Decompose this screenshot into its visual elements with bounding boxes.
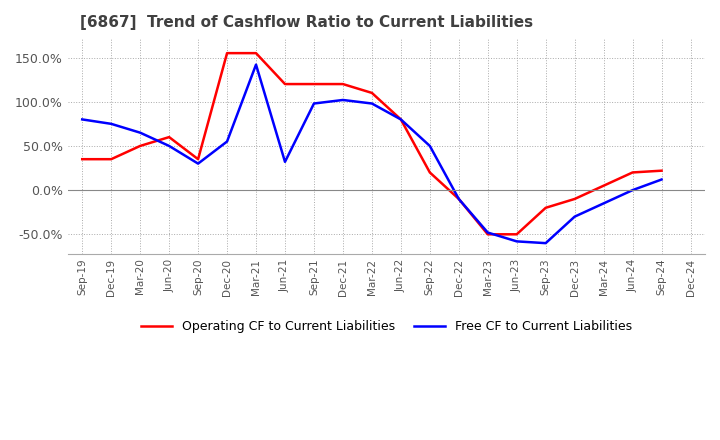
Operating CF to Current Liabilities — [454, 196, 463, 202]
Operating CF to Current Liabilities — [136, 143, 145, 149]
Operating CF to Current Liabilities — [338, 81, 347, 87]
Line: Operating CF to Current Liabilities: Operating CF to Current Liabilities — [82, 53, 662, 235]
Free CF to Current Liabilities — [136, 130, 145, 136]
Free CF to Current Liabilities — [222, 139, 231, 144]
Free CF to Current Liabilities — [629, 187, 637, 193]
Free CF to Current Liabilities — [281, 159, 289, 165]
Operating CF to Current Liabilities — [194, 157, 202, 162]
Free CF to Current Liabilities — [252, 62, 261, 67]
Operating CF to Current Liabilities — [107, 157, 115, 162]
Free CF to Current Liabilities — [78, 117, 86, 122]
Free CF to Current Liabilities — [599, 201, 608, 206]
Operating CF to Current Liabilities — [629, 170, 637, 175]
Operating CF to Current Liabilities — [281, 81, 289, 87]
Operating CF to Current Liabilities — [222, 51, 231, 56]
Text: [6867]  Trend of Cashflow Ratio to Current Liabilities: [6867] Trend of Cashflow Ratio to Curren… — [81, 15, 534, 30]
Operating CF to Current Liabilities — [397, 117, 405, 122]
Operating CF to Current Liabilities — [599, 183, 608, 188]
Operating CF to Current Liabilities — [252, 51, 261, 56]
Free CF to Current Liabilities — [338, 97, 347, 103]
Operating CF to Current Liabilities — [78, 157, 86, 162]
Operating CF to Current Liabilities — [165, 135, 174, 140]
Free CF to Current Liabilities — [165, 143, 174, 149]
Free CF to Current Liabilities — [454, 196, 463, 202]
Operating CF to Current Liabilities — [426, 170, 434, 175]
Free CF to Current Liabilities — [513, 239, 521, 244]
Free CF to Current Liabilities — [397, 117, 405, 122]
Operating CF to Current Liabilities — [368, 90, 377, 95]
Operating CF to Current Liabilities — [513, 232, 521, 237]
Free CF to Current Liabilities — [570, 214, 579, 219]
Legend: Operating CF to Current Liabilities, Free CF to Current Liabilities: Operating CF to Current Liabilities, Fre… — [135, 315, 637, 338]
Operating CF to Current Liabilities — [657, 168, 666, 173]
Free CF to Current Liabilities — [541, 241, 550, 246]
Free CF to Current Liabilities — [657, 177, 666, 182]
Free CF to Current Liabilities — [426, 143, 434, 149]
Free CF to Current Liabilities — [483, 230, 492, 235]
Free CF to Current Liabilities — [194, 161, 202, 166]
Operating CF to Current Liabilities — [310, 81, 318, 87]
Free CF to Current Liabilities — [107, 121, 115, 126]
Operating CF to Current Liabilities — [541, 205, 550, 210]
Operating CF to Current Liabilities — [483, 232, 492, 237]
Operating CF to Current Liabilities — [570, 196, 579, 202]
Free CF to Current Liabilities — [368, 101, 377, 106]
Free CF to Current Liabilities — [310, 101, 318, 106]
Line: Free CF to Current Liabilities: Free CF to Current Liabilities — [82, 65, 662, 243]
